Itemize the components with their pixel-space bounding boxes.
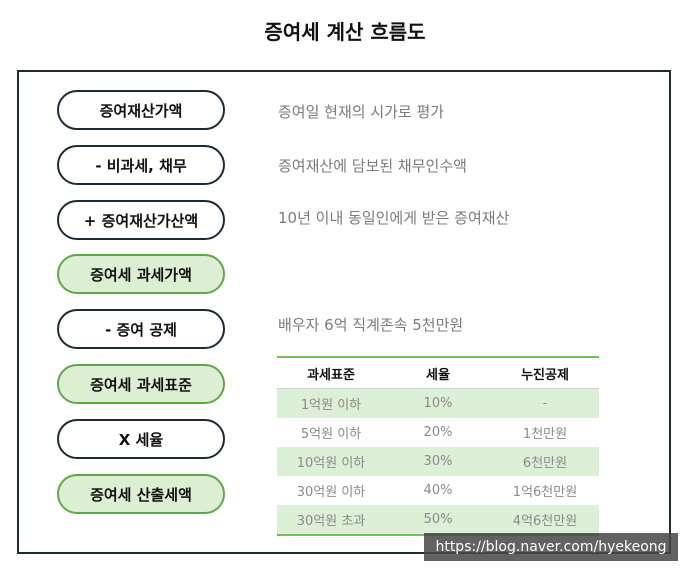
step-taxable-value: 증여세 과세가액 (57, 254, 225, 294)
diagram-title: 증여세 계산 흐름도 (264, 20, 426, 44)
table-cell: 50% (423, 512, 453, 527)
table-row: 5억원 이하 20% 1천만원 (277, 418, 599, 447)
table-header-tax-base: 과세표준 (307, 367, 355, 383)
table-row: 1억원 이하 10% - (277, 389, 599, 418)
table-header-rate: 세율 (426, 367, 450, 383)
table-cell: 4억6천만원 (512, 514, 578, 529)
step-desc-gift-deduction: 배우자 6억 직계존속 5천만원 (278, 316, 464, 334)
table-cell: 30억원 이하 (296, 485, 366, 500)
table-cell: 1천만원 (522, 427, 568, 442)
table-cell: 40% (423, 483, 453, 498)
step-gift-property-value: 증여재산가액 (57, 90, 225, 130)
step-desc-added-gift-property: 10년 이내 동일인에게 받은 증여재산 (278, 209, 510, 227)
table-row: 30억원 이하 40% 1억6천만원 (277, 476, 599, 505)
tax-rate-table: 과세표준 세율 누진공제 1억원 이하 10% - 5억원 이하 20% 1천만… (277, 356, 599, 536)
table-cell: 6천만원 (522, 456, 568, 471)
step-desc-nontaxable-debt: 증여재산에 담보된 채무인수액 (278, 157, 467, 175)
diagram-frame (17, 70, 671, 554)
watermark: https://blog.naver.com/hyekeong (424, 533, 678, 561)
step-desc-gift-property-value: 증여일 현재의 시가로 평가 (278, 103, 445, 121)
table-cell: 5억원 이하 (300, 427, 362, 442)
table-row: 30억원 초과 50% 4억6천만원 (277, 505, 599, 534)
table-header-row: 과세표준 세율 누진공제 (277, 358, 599, 389)
step-computed-tax: 증여세 산출세액 (57, 474, 225, 514)
table-cell: 30억원 초과 (296, 514, 366, 529)
table-cell: 10억원 이하 (296, 456, 366, 471)
step-nontaxable-debt: - 비과세, 채무 (57, 145, 225, 185)
step-tax-base: 증여세 과세표준 (57, 364, 225, 404)
table-cell: 20% (423, 425, 453, 440)
table-cell: 30% (423, 454, 453, 469)
table-cell: - (542, 396, 548, 411)
table-header-deduction: 누진공제 (521, 367, 569, 383)
table-cell: 10% (423, 396, 453, 411)
table-row: 10억원 이하 30% 6천만원 (277, 447, 599, 476)
table-cell: 1억6천만원 (512, 485, 578, 500)
step-added-gift-property: + 증여재산가산액 (57, 200, 225, 240)
step-gift-deduction: - 증여 공제 (57, 309, 225, 349)
step-tax-rate: X 세율 (57, 419, 225, 459)
table-cell: 1억원 이하 (300, 398, 362, 413)
